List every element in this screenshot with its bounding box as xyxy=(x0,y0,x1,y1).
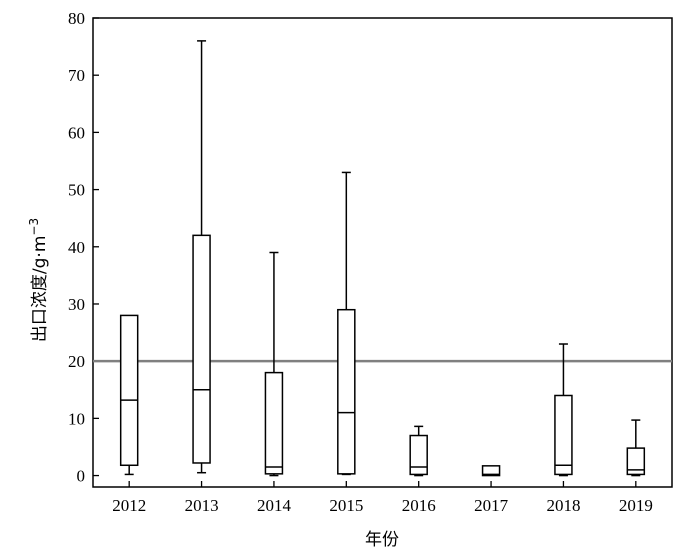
x-tick-label-2013: 2013 xyxy=(185,496,219,515)
box-2014 xyxy=(264,371,284,475)
y-axis-title-superscript: −3 xyxy=(27,218,41,236)
y-tick-label-40: 40 xyxy=(68,238,85,257)
x-tick-labels: 2012 2013 2014 2015 2016 2017 2018 2019 xyxy=(112,496,653,515)
y-tick-label-50: 50 xyxy=(68,181,85,200)
box-2016 xyxy=(409,434,428,476)
x-tick-label-2012: 2012 xyxy=(112,496,146,515)
y-tick-label-10: 10 xyxy=(68,409,85,428)
x-axis-title: 年份 xyxy=(365,530,399,550)
box-2019 xyxy=(626,447,646,476)
y-tick-label-20: 20 xyxy=(68,352,85,371)
y-axis-title: 出口浓度/g·m−3 xyxy=(27,218,50,342)
x-tick-label-2017: 2017 xyxy=(474,496,509,515)
x-tick-label-2014: 2014 xyxy=(257,496,292,515)
box-2012 xyxy=(119,314,139,467)
box-2013 xyxy=(192,234,211,464)
box-2015 xyxy=(337,308,356,475)
box-2017 xyxy=(481,465,501,477)
x-tick-label-2015: 2015 xyxy=(329,496,363,515)
y-axis-title-main: 出口浓度/g·m xyxy=(30,236,50,342)
x-tick-label-2019: 2019 xyxy=(619,496,653,515)
y-tick-label-70: 70 xyxy=(68,66,85,85)
box-2018 xyxy=(554,394,573,476)
y-tick-label-60: 60 xyxy=(68,123,85,142)
y-tick-label-0: 0 xyxy=(77,467,86,486)
plot-area xyxy=(92,17,673,488)
y-tick-label-30: 30 xyxy=(68,295,85,314)
plot-frame xyxy=(92,17,673,488)
y-tick-label-80: 80 xyxy=(68,9,85,28)
x-tick-label-2016: 2016 xyxy=(402,496,436,515)
x-tick-label-2018: 2018 xyxy=(546,496,580,515)
y-tick-labels: 0 10 20 30 40 50 60 70 80 xyxy=(68,9,85,486)
